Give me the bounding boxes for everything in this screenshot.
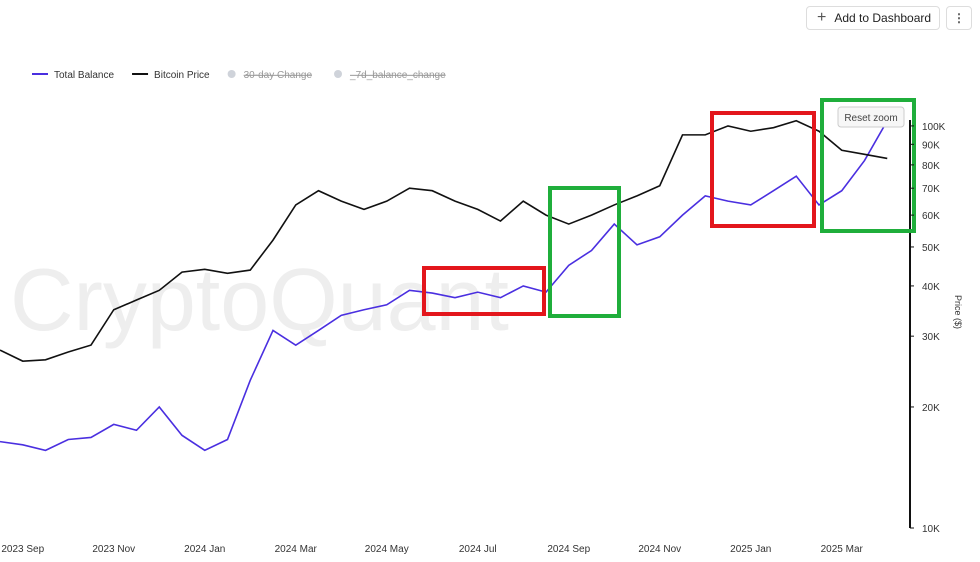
x-tick-label: 2023 Nov	[92, 544, 135, 555]
x-tick-label: 2024 Jul	[459, 544, 497, 555]
x-tick-label: 2025 Jan	[730, 544, 771, 555]
legend-label: Total Balance	[54, 70, 114, 81]
x-tick-label: 2024 Sep	[547, 544, 590, 555]
x-tick-label: 2023 Sep	[1, 544, 44, 555]
x-tick-label: 2025 Mar	[821, 544, 864, 555]
legend-swatch	[334, 70, 343, 78]
highlight-box	[548, 186, 621, 318]
y-tick-label: 40K	[922, 282, 940, 293]
reset-zoom-button[interactable]	[837, 106, 905, 128]
legend-label: Bitcoin Price	[154, 70, 210, 81]
y-tick-label: 30K	[922, 332, 940, 343]
series-line	[0, 120, 888, 452]
highlight-box	[710, 111, 816, 228]
watermark: CryptoQuant	[10, 250, 509, 349]
button-label: Add to Dashboard	[834, 11, 932, 25]
series-line	[0, 119, 888, 362]
legend-label[interactable]: _7d_balance_change	[349, 70, 446, 81]
y-tick-label: 70K	[922, 184, 940, 195]
y-tick-label: 80K	[922, 161, 940, 172]
y-tick-label: 100K	[922, 122, 946, 133]
highlight-box	[422, 266, 546, 316]
legend-label[interactable]: 30-day Change	[244, 70, 313, 81]
y-tick-label: 50K	[922, 243, 940, 254]
add-to-dashboard-button[interactable]: + Add to Dashboard	[806, 6, 940, 30]
x-tick-label: 2024 May	[365, 544, 409, 555]
more-menu[interactable]: ⋮	[946, 6, 972, 30]
y-tick-label: 10K	[922, 524, 940, 535]
y-tick-label: 20K	[922, 403, 940, 414]
legend-swatch	[227, 70, 236, 78]
y-tick-label: 90K	[922, 140, 940, 151]
y-axis-title: Price ($)	[953, 295, 963, 329]
highlight-box	[820, 98, 916, 233]
y-tick-label: 60K	[922, 211, 940, 222]
x-tick-label: 2024 Jan	[184, 544, 225, 555]
x-tick-label: 2024 Mar	[275, 544, 318, 555]
x-tick-label: 2024 Nov	[638, 544, 681, 555]
reset-zoom-label: Reset zoom	[844, 113, 897, 124]
